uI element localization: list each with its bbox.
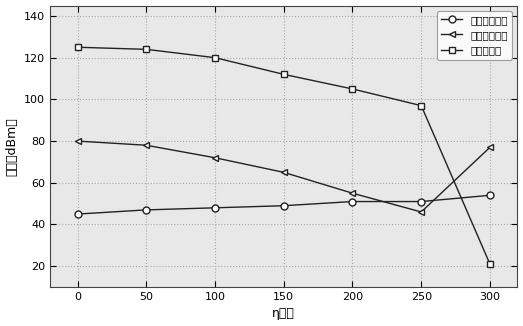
Line: 中继能量消耗: 中继能量消耗 — [74, 138, 493, 215]
中继能量消耗 — [212, 156, 218, 160]
Line: 回程链路能量: 回程链路能量 — [74, 192, 493, 217]
中继能量消耗 — [418, 210, 424, 214]
回程链路能量 — [349, 200, 356, 203]
Line: 系统总能耗: 系统总能耗 — [74, 44, 493, 268]
Y-axis label: 能耗（dBm）: 能耗（dBm） — [6, 117, 18, 176]
中继能量消耗 — [349, 191, 356, 195]
系统总能耗 — [143, 47, 150, 51]
中继能量消耗 — [143, 143, 150, 147]
X-axis label: η取値: η取値 — [272, 307, 295, 320]
Legend: 回程链路能量, 中继能量消耗, 系统总能耗: 回程链路能量, 中继能量消耗, 系统总能耗 — [437, 11, 512, 60]
系统总能耗 — [349, 87, 356, 91]
中继能量消耗 — [487, 145, 493, 149]
回程链路能量 — [418, 200, 424, 203]
回程链路能量 — [143, 208, 150, 212]
回程链路能量 — [212, 206, 218, 210]
回程链路能量 — [487, 193, 493, 197]
回程链路能量 — [281, 204, 287, 208]
系统总能耗 — [487, 262, 493, 266]
中继能量消耗 — [74, 139, 81, 143]
系统总能耗 — [418, 104, 424, 108]
系统总能耗 — [281, 72, 287, 76]
回程链路能量 — [74, 212, 81, 216]
系统总能耗 — [212, 56, 218, 60]
中继能量消耗 — [281, 170, 287, 174]
系统总能耗 — [74, 45, 81, 49]
